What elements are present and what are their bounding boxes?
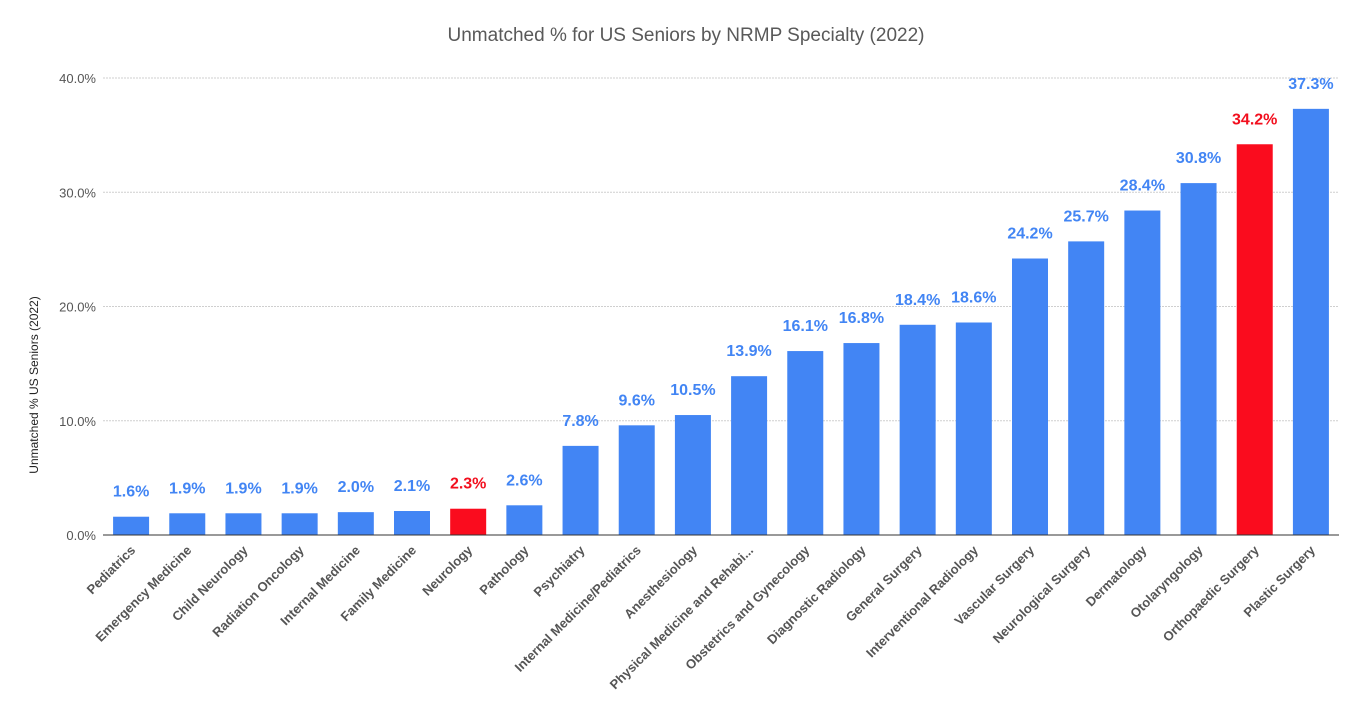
bars — [113, 108, 1329, 536]
bar — [1180, 183, 1217, 536]
x-tick-label: Neurology — [419, 542, 476, 599]
data-label: 7.8% — [562, 413, 598, 430]
bar — [787, 351, 824, 535]
bar — [506, 505, 543, 535]
bar — [1124, 210, 1161, 535]
bar — [674, 415, 711, 535]
data-label: 28.4% — [1120, 178, 1165, 195]
bar — [1236, 144, 1273, 535]
data-label: 16.8% — [839, 310, 884, 327]
bar — [225, 513, 262, 535]
chart-title: Unmatched % for US Seniors by NRMP Speci… — [448, 25, 925, 46]
data-label: 16.1% — [783, 318, 828, 335]
x-tick-label: Neurological Surgery — [990, 542, 1094, 646]
data-label: 9.6% — [618, 392, 654, 409]
data-label: 10.5% — [670, 382, 715, 399]
data-label: 1.9% — [281, 480, 317, 497]
data-label: 34.2% — [1232, 111, 1277, 128]
data-label: 18.6% — [951, 290, 996, 307]
y-tick-label: 20.0% — [59, 300, 96, 315]
bar — [281, 513, 318, 535]
bar — [337, 512, 374, 535]
data-label: 1.9% — [169, 480, 205, 497]
y-axis-ticks: 0.0% 10.0% 20.0% 30.0% 40.0% — [59, 71, 96, 543]
bar — [899, 324, 936, 535]
bar — [169, 513, 206, 535]
data-label: 30.8% — [1176, 150, 1221, 167]
bar — [955, 322, 992, 535]
data-labels: 1.6% 1.9% 1.9% 1.9% 2.0% 2.1% 2.3% 2.6% 7.8% 9.6%… — [113, 76, 1334, 501]
bar — [450, 508, 487, 535]
x-tick-label: Interventional Radiology — [863, 542, 981, 660]
x-tick-label: Psychiatry — [531, 542, 589, 600]
bar — [113, 516, 150, 535]
bar — [731, 376, 768, 535]
bar — [394, 511, 430, 535]
data-label: 1.6% — [113, 484, 149, 501]
y-tick-label: 30.0% — [59, 185, 96, 200]
bar — [1012, 258, 1048, 535]
data-label: 18.4% — [895, 292, 940, 309]
data-label: 13.9% — [726, 343, 771, 360]
x-tick-label: Pathology — [476, 542, 532, 598]
x-tick-label: Radiation Oncology — [209, 542, 307, 640]
y-tick-label: 0.0% — [66, 528, 96, 543]
x-tick-label: Pediatrics — [84, 543, 139, 598]
bar — [843, 343, 880, 535]
data-label: 2.0% — [338, 479, 374, 496]
bar — [618, 425, 655, 535]
y-tick-label: 10.0% — [59, 414, 96, 429]
data-label: 2.6% — [506, 472, 542, 489]
bar — [562, 445, 599, 535]
x-tick-label: Emergency Medicine — [92, 543, 194, 645]
data-label: 37.3% — [1288, 76, 1333, 93]
bar — [1292, 108, 1329, 535]
data-label: 25.7% — [1063, 208, 1108, 225]
data-label: 2.3% — [450, 476, 486, 493]
y-tick-label: 40.0% — [59, 71, 96, 86]
x-tick-label: Diagnostic Radiology — [764, 542, 869, 647]
y-axis-label: Unmatched % US Seniors (2022) — [27, 296, 41, 473]
data-label: 2.1% — [394, 478, 430, 495]
data-label: 1.9% — [225, 480, 261, 497]
bar — [1068, 241, 1105, 535]
x-tick-label: Orthopaedic Surgery — [1160, 542, 1263, 645]
data-label: 24.2% — [1007, 226, 1052, 243]
